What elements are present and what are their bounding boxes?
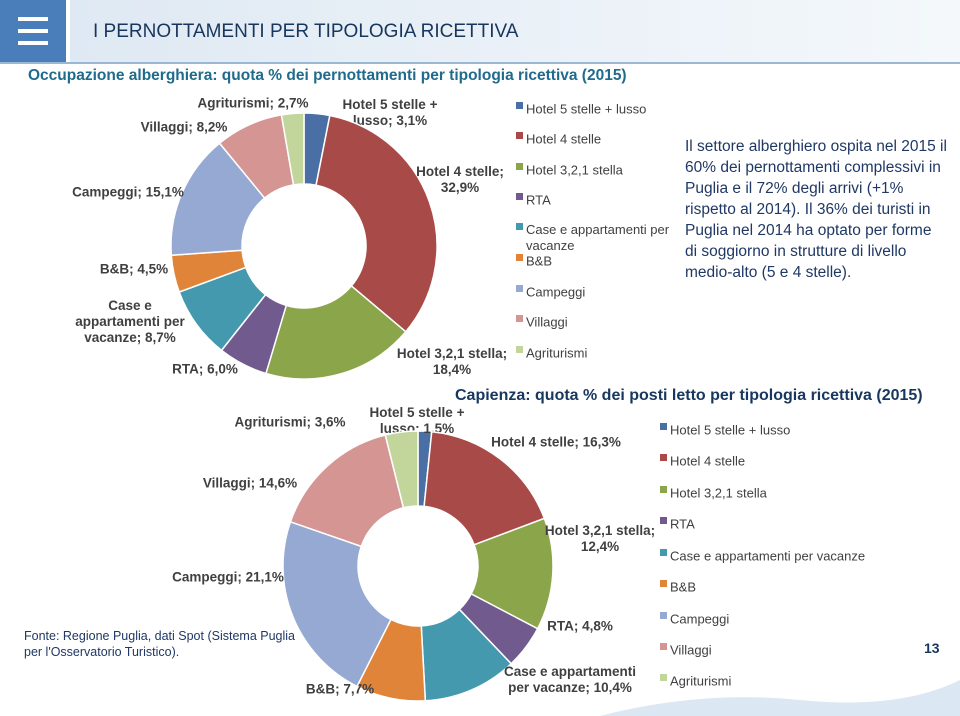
legend-label: B&B (670, 579, 696, 594)
data-label: RTA; 6,0% (172, 362, 238, 377)
wave-decoration (600, 680, 960, 716)
legend-label: RTA (526, 192, 551, 207)
data-label: Hotel 3,2,1 stella; 12,4% (545, 523, 655, 554)
donut-slice (265, 284, 407, 380)
data-label: Campeggi; 15,1% (72, 185, 184, 200)
data-label: B&B; 7,7% (306, 682, 374, 697)
legend-label: Agriturismi (670, 673, 732, 688)
header-bar (70, 0, 960, 62)
legend-label: Hotel 3,2,1 stella (670, 485, 768, 500)
legend-swatch (516, 132, 523, 139)
legend-label: Case e appartamenti per vacanze (526, 222, 670, 253)
chart-title: Occupazione alberghiera: quota % dei per… (28, 67, 627, 84)
legend-label: B&B (526, 253, 552, 268)
legend-swatch (660, 517, 667, 524)
legend-swatch (516, 193, 523, 200)
data-label: Campeggi; 21,1% (172, 570, 284, 585)
legend-swatch (516, 163, 523, 170)
legend-label: Hotel 4 stelle (670, 453, 745, 468)
legend-label: Campeggi (670, 611, 729, 626)
data-label: Hotel 4 stelle; 16,3% (491, 435, 621, 450)
donut-slice (282, 520, 392, 688)
legend-swatch (660, 454, 667, 461)
legend-swatch (660, 643, 667, 650)
legend-swatch (660, 674, 667, 681)
legend-swatch (660, 486, 667, 493)
data-label: B&B; 4,5% (100, 262, 168, 277)
legend-label: Campeggi (526, 284, 585, 299)
donut-slice (315, 114, 438, 333)
data-label: Agriturismi; 3,6% (234, 415, 345, 430)
legend-label: Agriturismi (526, 345, 588, 360)
legend-label: Hotel 3,2,1 stella (526, 162, 624, 177)
data-label: Hotel 3,2,1 stella; 18,4% (397, 346, 507, 377)
donut-slice (280, 112, 305, 186)
legend-swatch (660, 423, 667, 430)
legend-label: Hotel 5 stelle + lusso (670, 422, 790, 437)
data-label: Hotel 5 stelle + lusso; 3,1% (343, 97, 438, 128)
menu-icon (18, 17, 48, 45)
legend-swatch (516, 254, 523, 261)
donut-slice (423, 430, 546, 546)
data-label: Villaggi; 8,2% (141, 120, 228, 135)
header-title: I PERNOTTAMENTI PER TIPOLOGIA RICETTIVA (93, 21, 519, 42)
legend-swatch (516, 223, 523, 230)
source-text: Fonte: Regione Puglia, dati Spot (Sistem… (24, 629, 295, 659)
data-label: Villaggi; 14,6% (203, 476, 297, 491)
legend-swatch (660, 580, 667, 587)
chart-title: Capienza: quota % dei posti letto per ti… (455, 387, 923, 404)
donut-slice (384, 430, 419, 509)
data-label: Case e appartamenti per vacanze; 8,7% (75, 298, 185, 345)
legend-label: RTA (670, 516, 695, 531)
legend-swatch (516, 315, 523, 322)
legend-swatch (516, 102, 523, 109)
legend-label: Hotel 5 stelle + lusso (526, 101, 646, 116)
data-label: RTA; 4,8% (547, 619, 613, 634)
legend-label: Villaggi (670, 642, 712, 657)
legend-swatch (516, 285, 523, 292)
page-number: 13 (924, 640, 940, 656)
data-label: Agriturismi; 2,7% (197, 96, 308, 111)
data-label: Case e appartamenti per vacanze; 10,4% (504, 664, 636, 695)
legend-swatch (660, 612, 667, 619)
legend-swatch (660, 549, 667, 556)
legend-label: Case e appartamenti per vacanze (670, 548, 865, 563)
legend-swatch (516, 346, 523, 353)
note-text: Il settore alberghiero ospita nel 2015 i… (685, 138, 947, 281)
legend-label: Hotel 4 stelle (526, 131, 601, 146)
legend-label: Villaggi (526, 314, 568, 329)
data-label: Hotel 4 stelle; 32,9% (416, 164, 504, 195)
